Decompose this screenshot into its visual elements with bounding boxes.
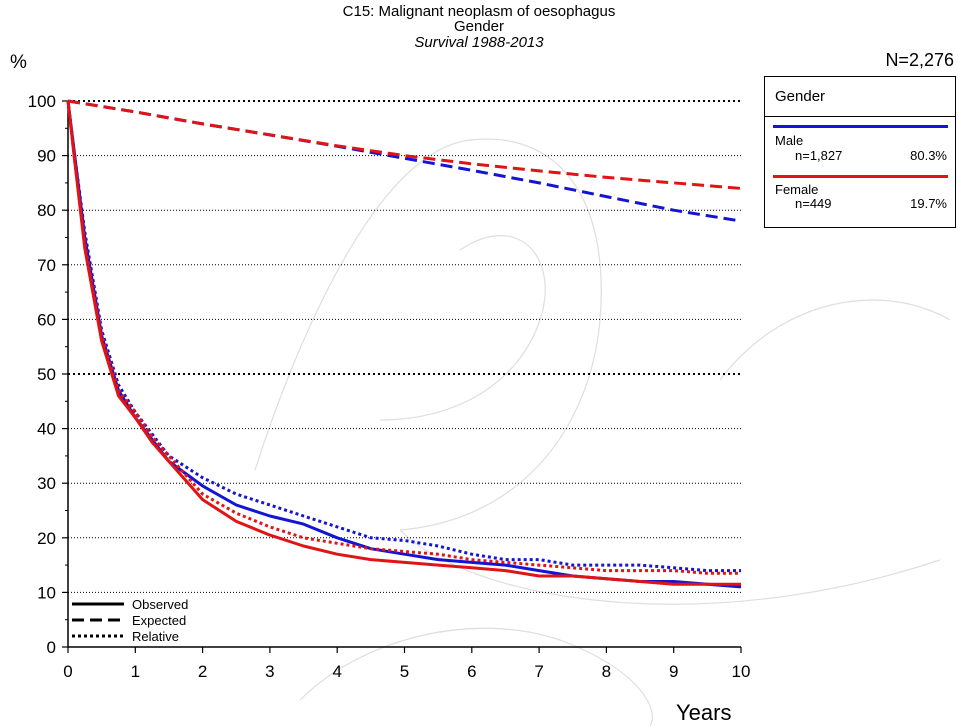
x-tick-label-2: 2 <box>198 662 207 681</box>
legend-heading: Gender <box>775 88 826 105</box>
x-tick-label-4: 4 <box>332 662 341 681</box>
y-axis-unit: % <box>10 52 27 73</box>
legend-female-swatch <box>773 175 948 178</box>
y-tick-label-0: 0 <box>47 638 56 657</box>
x-tick-label-7: 7 <box>534 662 543 681</box>
legend-male-percent: 80.3% <box>910 148 947 163</box>
x-tick-label-6: 6 <box>467 662 476 681</box>
x-tick-label-10: 10 <box>732 662 751 681</box>
x-tick-label-5: 5 <box>400 662 409 681</box>
y-tick-label-20: 20 <box>37 529 56 548</box>
legend-male-swatch <box>773 125 948 128</box>
y-tick-label-70: 70 <box>37 256 56 275</box>
legend-male-count: n=1,827 <box>795 148 843 163</box>
x-tick-label-0: 0 <box>63 662 72 681</box>
y-tick-label-40: 40 <box>37 420 56 439</box>
y-tick-label-80: 80 <box>37 201 56 220</box>
series-female-relative <box>66 100 741 575</box>
y-tick-label-10: 10 <box>37 583 56 602</box>
series-female-observed <box>66 100 741 586</box>
y-tick-label-90: 90 <box>37 147 56 166</box>
x-tick-label-8: 8 <box>602 662 611 681</box>
series-female-expected <box>67 99 742 190</box>
series-lines <box>66 99 742 589</box>
style-label-expected: Expected <box>132 613 186 628</box>
legend-male-label: Male <box>775 133 804 148</box>
watermark <box>254 138 951 726</box>
style-label-observed: Observed <box>132 597 188 612</box>
legend-female-label: Female <box>775 182 819 197</box>
x-tick-label-1: 1 <box>131 662 140 681</box>
legend: Gender Male n=1,827 80.3% Female n=449 1… <box>764 76 956 228</box>
x-tick-label-3: 3 <box>265 662 274 681</box>
x-tick-label-9: 9 <box>669 662 678 681</box>
y-tick-label-100: 100 <box>28 92 56 111</box>
chart-title: C15: Malignant neoplasm of oesophagus <box>342 3 616 20</box>
legend-female-count: n=449 <box>795 196 832 211</box>
series-male-relative <box>66 100 741 573</box>
style-label-relative: Relative <box>132 629 179 644</box>
axes: 0 10 20 30 40 50 60 70 80 90 100 0 1 2 3 4 5 6 7 8 9 10 <box>28 92 751 681</box>
y-tick-label-30: 30 <box>37 474 56 493</box>
y-tick-label-60: 60 <box>37 310 56 329</box>
chart-subtitle: Gender <box>453 18 505 35</box>
legend-female-percent: 19.7% <box>910 196 947 211</box>
legend-divider <box>765 116 955 117</box>
total-count: N=2,276 <box>885 50 954 70</box>
y-tick-label-50: 50 <box>37 365 56 384</box>
series-male-observed <box>66 100 742 589</box>
series-male-expected <box>67 99 742 223</box>
x-axis-label: Years <box>676 700 732 725</box>
chart-period: Survival 1988-2013 <box>414 34 544 51</box>
